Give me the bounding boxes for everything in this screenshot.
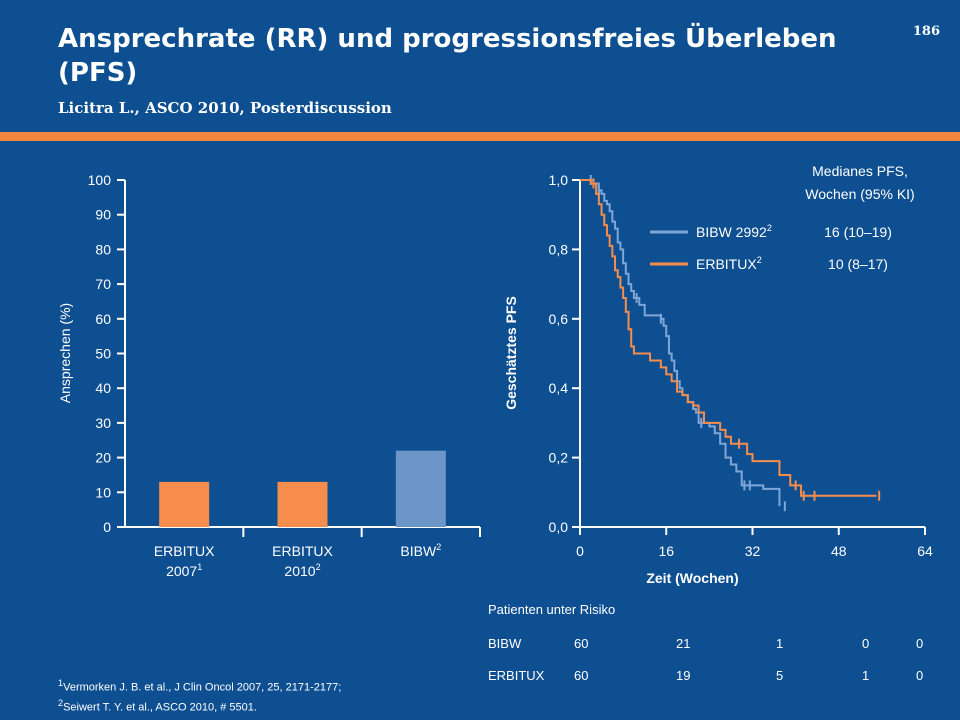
- footnote-1-text: Vermorken J. B. et al., J Clin Oncol 200…: [63, 681, 342, 694]
- footnote-2-marker: 2: [58, 697, 64, 708]
- km-y-tick-label: 0,0: [549, 519, 569, 535]
- bar-3: [395, 450, 446, 527]
- bar-y-tick-label: 60: [95, 311, 111, 327]
- km-x-tick-label: 16: [658, 543, 674, 559]
- bar-1: [159, 481, 210, 527]
- km-y-tick-label: 0,8: [549, 241, 569, 257]
- risk-row-bibw: BIBW 60 21 1 0 0: [488, 636, 928, 654]
- accent-bar: [0, 132, 960, 141]
- footnote-2: 2Seiwert T. Y. et al., ASCO 2010, # 5501…: [58, 696, 478, 716]
- page-subtitle: Licitra L., ASCO 2010, Posterdiscussion: [58, 99, 392, 117]
- km-series-line-2: [580, 179, 877, 497]
- km-legend-median-2: 10 (8–17): [828, 256, 888, 272]
- bar-category-label: ERBITUX: [154, 543, 215, 559]
- km-legend-name-2: ERBITUX2: [696, 255, 762, 272]
- bar-2: [277, 481, 328, 527]
- risk-row-erbitux: ERBITUX 60 19 5 1 0: [488, 668, 928, 686]
- bar-category-sup: 1: [197, 562, 202, 572]
- km-chart-axes: 0,0 0,2 0,4 0,6 0,8 1,0 0 16 32 48 64 Zeit (Wochen)…: [503, 172, 933, 586]
- risk-cell: 1: [776, 636, 784, 651]
- bar-y-tick-label: 40: [95, 380, 111, 396]
- footnotes: 1Vermorken J. B. et al., J Clin Oncol 20…: [58, 676, 478, 715]
- km-legend-title-2: Wochen (95% KI): [805, 186, 914, 202]
- km-chart-series: [580, 175, 881, 512]
- risk-table-title: Patienten unter Risiko: [488, 602, 616, 617]
- risk-cell: 60: [574, 668, 589, 683]
- km-x-tick-label: 0: [576, 543, 584, 559]
- km-series-line-1: [580, 179, 781, 507]
- footnote-2-text: Seiwert T. Y. et al., ASCO 2010, # 5501.: [63, 701, 257, 714]
- bar-category-year: 20102: [284, 562, 320, 579]
- bar-y-tick-label: 30: [95, 415, 111, 431]
- risk-cell: 21: [676, 636, 691, 651]
- risk-cell: 60: [574, 636, 589, 651]
- risk-row-label: BIBW: [488, 636, 522, 651]
- risk-cell: 0: [916, 636, 924, 651]
- page-title: Ansprechrate (RR) und progressionsfreies…: [58, 24, 837, 88]
- km-legend-median-1: 16 (10–19): [824, 224, 892, 240]
- km-y-axis-label: Geschätztes PFS: [503, 296, 519, 410]
- risk-row-label: ERBITUX: [488, 668, 545, 683]
- bar-y-tick-label: 20: [95, 450, 111, 466]
- km-y-tick-label: 0,2: [549, 450, 569, 466]
- bar-y-tick-label: 100: [88, 172, 112, 188]
- bar-y-tick-label: 10: [95, 484, 111, 500]
- risk-table: Patienten unter Risiko BIBW 60 21 1 0 0 ERBITU…: [488, 600, 928, 690]
- km-chart-legend: Medianes PFS, Wochen (95% KI) BIBW 29922 16…: [650, 163, 915, 272]
- km-x-tick-label: 32: [745, 543, 761, 559]
- bar-y-tick-label: 80: [95, 241, 111, 257]
- km-legend-title-1: Medianes PFS,: [812, 163, 908, 179]
- bar-category-label: BIBW2: [400, 542, 441, 559]
- bar-y-tick-label: 50: [95, 346, 111, 362]
- km-x-axis-label: Zeit (Wochen): [646, 570, 738, 586]
- page-number: 186: [912, 24, 940, 39]
- km-y-tick-label: 0,4: [549, 380, 569, 396]
- bar-y-tick-label: 70: [95, 276, 111, 292]
- km-x-tick-label: 64: [917, 543, 933, 559]
- footnote-1: 1Vermorken J. B. et al., J Clin Oncol 20…: [58, 676, 478, 696]
- bar-category-sup: 2: [436, 542, 441, 552]
- risk-cell: 0: [862, 636, 870, 651]
- risk-cell: 1: [862, 668, 870, 683]
- risk-cell: 0: [916, 668, 924, 683]
- footnote-1-marker: 1: [58, 678, 64, 688]
- km-y-tick-label: 0,6: [549, 311, 569, 327]
- bar-y-axis-label: Ansprechen (%): [57, 303, 73, 403]
- bar-category-sup: 2: [316, 562, 321, 572]
- risk-cell: 5: [776, 668, 784, 683]
- bar-chart-bars: [159, 450, 446, 527]
- bar-y-tick-label: 90: [95, 207, 111, 223]
- bar-y-tick-label: 0: [103, 519, 111, 535]
- km-legend-name-1: BIBW 29922: [696, 223, 772, 240]
- km-x-tick-label: 48: [831, 543, 847, 559]
- bar-category-year: 20071: [166, 562, 202, 579]
- km-y-tick-label: 1,0: [549, 172, 569, 188]
- risk-cell: 19: [676, 668, 691, 683]
- bar-category-label: ERBITUX: [272, 543, 333, 559]
